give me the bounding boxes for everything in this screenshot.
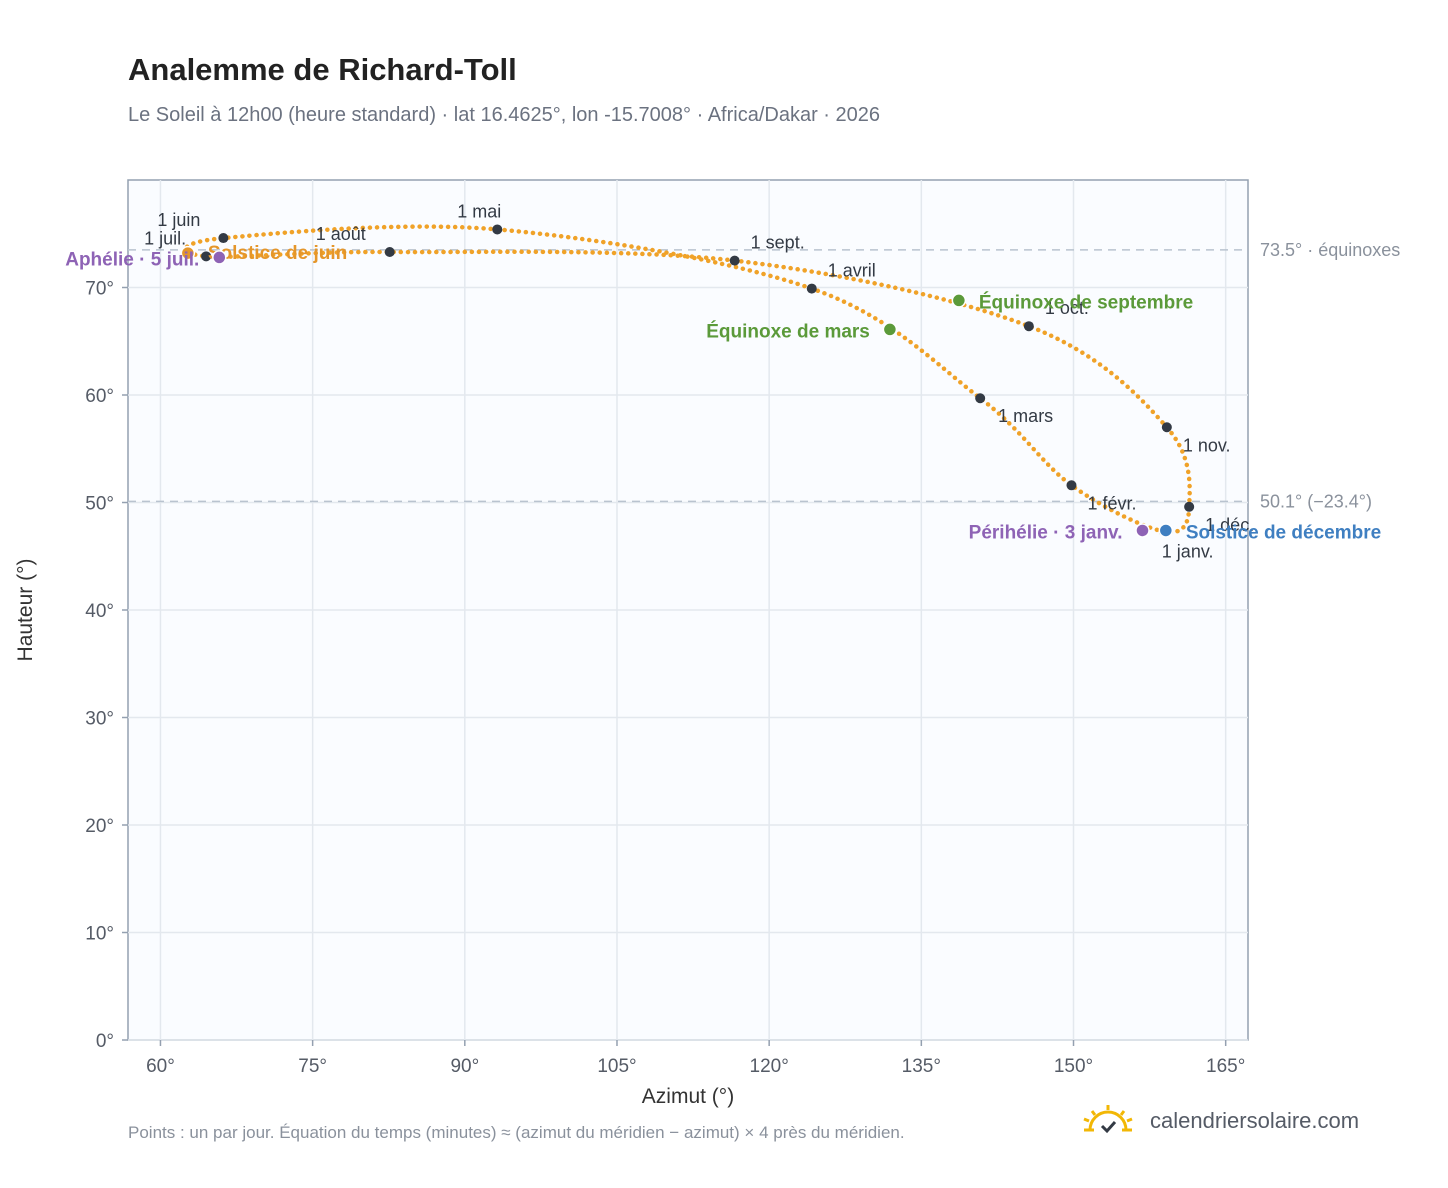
reference-line-label: 73.5° · équinoxes	[1260, 240, 1400, 260]
sun-check-icon	[1083, 1105, 1133, 1134]
month-marker	[1184, 501, 1195, 512]
chart-title: Analemme de Richard-Toll	[128, 52, 517, 87]
y-axis-ticks: 0° 10° 20° 30° 40° 50° 60° 70°	[85, 279, 128, 1052]
brand-logo[interactable]: calendriersolaire.com	[1080, 1104, 1359, 1138]
event-label: Aphélie · 5 juil.	[65, 249, 199, 270]
event-label: Solstice de juin	[208, 243, 347, 264]
month-marker	[975, 393, 986, 404]
y-tick-label: 10°	[85, 924, 114, 945]
month-label: 1 janv.	[1162, 542, 1214, 562]
brand-name: calendriersolaire.com	[1150, 1108, 1360, 1133]
month-label: 1 août	[316, 224, 366, 244]
y-tick-label: 70°	[85, 279, 114, 300]
month-label: 1 déc.	[1205, 515, 1254, 535]
month-marker	[218, 233, 229, 244]
event-marker	[951, 293, 967, 308]
y-tick-label: 60°	[85, 386, 114, 407]
month-label: 1 mai	[457, 201, 501, 221]
x-tick-label: 150°	[1054, 1056, 1093, 1077]
month-label: 1 mars	[998, 406, 1053, 426]
y-tick-label: 20°	[85, 816, 114, 837]
y-tick-label: 30°	[85, 709, 114, 730]
grid	[128, 180, 1248, 1041]
chart-subtitle: Le Soleil à 12h00 (heure standard) · lat…	[128, 104, 881, 126]
x-tick-label: 120°	[750, 1056, 789, 1077]
month-label: 1 avril	[828, 261, 876, 281]
event-marker	[1158, 523, 1174, 538]
month-label: 1 nov.	[1183, 435, 1231, 455]
x-axis-ticks: 60° 75° 90° 105° 120° 135° 150° 165°	[146, 1040, 1245, 1077]
event-marker	[882, 322, 898, 337]
month-label: 1 sept.	[751, 233, 805, 253]
y-tick-label: 40°	[85, 601, 114, 622]
month-label: 1 juil.	[144, 228, 186, 248]
month-marker	[492, 224, 503, 235]
y-tick-label: 50°	[85, 494, 114, 515]
month-marker	[1066, 480, 1077, 491]
x-axis-label: Azimut (°)	[642, 1085, 734, 1108]
month-marker	[1023, 321, 1034, 332]
y-tick-label: 0°	[96, 1031, 114, 1052]
month-marker	[384, 247, 395, 258]
month-marker	[201, 251, 212, 262]
month-label: 1 oct.	[1045, 298, 1089, 318]
event-label: Équinoxe de septembre	[979, 291, 1193, 313]
event-label: Équinoxe de mars	[706, 320, 870, 342]
x-tick-label: 90°	[450, 1056, 479, 1077]
event-label: Périhélie · 3 janv.	[969, 522, 1123, 543]
event-marker	[180, 245, 196, 261]
month-label: 1 juin	[157, 210, 200, 230]
month-marker	[1161, 422, 1172, 433]
daily-points-path	[183, 224, 1192, 535]
x-tick-label: 60°	[146, 1056, 175, 1077]
reference-lines: 73.5° · équinoxes 50.1° (−23.4°)	[128, 240, 1400, 511]
x-tick-label: 105°	[597, 1056, 636, 1077]
month-marker	[806, 283, 817, 294]
event-markers: Équinoxe de mars Équinoxe de septembre Sol…	[65, 243, 1381, 543]
event-marker	[1135, 523, 1150, 538]
footnote: Points : un par jour. Équation du temps …	[128, 1123, 905, 1142]
analemma-curve	[183, 224, 1192, 535]
event-label: Solstice de décembre	[1186, 522, 1381, 543]
reference-line-label: 50.1° (−23.4°)	[1260, 491, 1372, 511]
event-marker	[212, 250, 227, 265]
x-tick-label: 135°	[902, 1056, 941, 1077]
month-label: 1 févr.	[1087, 493, 1136, 513]
x-tick-label: 75°	[298, 1056, 327, 1077]
month-marker	[729, 255, 740, 266]
x-tick-label: 165°	[1206, 1056, 1245, 1077]
y-axis-label: Hauteur (°)	[14, 559, 37, 662]
